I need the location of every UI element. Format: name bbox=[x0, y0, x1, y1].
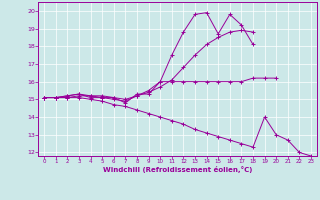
X-axis label: Windchill (Refroidissement éolien,°C): Windchill (Refroidissement éolien,°C) bbox=[103, 166, 252, 173]
